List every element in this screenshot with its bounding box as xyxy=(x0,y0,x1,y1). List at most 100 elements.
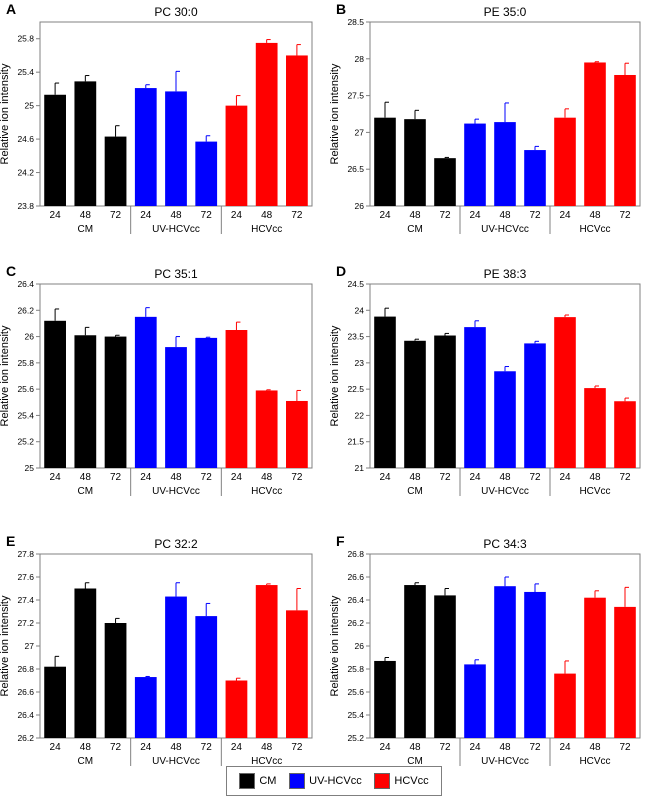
panel-letter: A xyxy=(6,1,16,17)
bar xyxy=(74,335,97,468)
x-tick-label: 48 xyxy=(589,742,601,753)
y-tick-label: 22.5 xyxy=(347,384,364,394)
legend: CM UV-HCVcc HCVcc xyxy=(226,766,442,796)
x-tick-label: 24 xyxy=(140,742,152,753)
x-tick-label: 72 xyxy=(529,472,541,483)
bar xyxy=(44,320,66,468)
group-label: UV-HCVcc xyxy=(152,486,200,497)
y-axis-label: Relative ion intensity xyxy=(0,63,11,164)
y-tick-label: 26.2 xyxy=(347,618,364,628)
x-tick-label: 24 xyxy=(379,210,391,221)
x-tick-label: 48 xyxy=(409,472,421,483)
legend-label-uv-hcvcc: UV-HCVcc xyxy=(309,775,362,787)
bar xyxy=(134,677,157,738)
y-tick-label: 26.8 xyxy=(347,549,364,559)
bar xyxy=(374,316,396,468)
x-tick-label: 72 xyxy=(291,210,303,221)
bar xyxy=(255,585,278,738)
chart-panel-c: C PC 35:1 Relative ion intensity 25 25.2 25.4… xyxy=(0,263,313,497)
y-tick-label: 26.4 xyxy=(347,595,364,605)
group-label: HCVcc xyxy=(251,756,282,767)
x-tick-label: 72 xyxy=(110,742,122,753)
y-tick-label: 25 xyxy=(25,463,35,473)
chart-title: PC 34:3 xyxy=(483,537,527,551)
group-label: HCVcc xyxy=(251,224,282,235)
y-tick-label: 27 xyxy=(355,127,365,137)
bar xyxy=(584,597,606,738)
bar xyxy=(286,610,308,738)
chart-title: PC 32:2 xyxy=(154,537,198,551)
y-tick-label: 26.5 xyxy=(347,164,364,174)
legend-item-cm: CM xyxy=(239,773,276,789)
y-tick-label: 24.6 xyxy=(17,134,34,144)
x-tick-label: 48 xyxy=(499,742,511,753)
y-tick-label: 26 xyxy=(355,641,365,651)
chart-panel-e: E PC 32:2 Relative ion intensity 26.2 26.4 26… xyxy=(0,533,313,767)
y-tick-label: 23.8 xyxy=(17,201,34,211)
bar xyxy=(494,122,516,206)
panel-letter: B xyxy=(336,1,346,17)
x-tick-label: 48 xyxy=(170,210,182,221)
y-tick-label: 26.8 xyxy=(17,664,34,674)
y-tick-label: 26 xyxy=(25,332,35,342)
y-tick-label: 27.6 xyxy=(17,572,34,582)
bar xyxy=(494,586,516,738)
bar xyxy=(554,117,576,206)
y-tick-label: 26.2 xyxy=(17,305,34,315)
legend-swatch-cm xyxy=(239,773,256,789)
bar xyxy=(464,327,486,468)
bar xyxy=(44,666,66,738)
x-tick-label: 24 xyxy=(469,210,481,221)
bar xyxy=(524,150,546,206)
y-tick-label: 27.4 xyxy=(17,595,34,605)
group-label: UV-HCVcc xyxy=(481,486,529,497)
x-tick-label: 48 xyxy=(80,742,92,753)
y-tick-label: 26.4 xyxy=(17,710,34,720)
bar xyxy=(134,88,157,206)
x-tick-label: 72 xyxy=(291,472,303,483)
y-tick-label: 25.2 xyxy=(347,733,364,743)
x-tick-label: 72 xyxy=(619,210,631,221)
group-label: CM xyxy=(78,486,94,497)
x-tick-label: 48 xyxy=(80,210,92,221)
bar xyxy=(434,158,456,206)
x-tick-label: 48 xyxy=(409,742,421,753)
group-label: HCVcc xyxy=(579,224,610,235)
group-label: UV-HCVcc xyxy=(481,756,529,767)
y-tick-label: 25.6 xyxy=(17,384,34,394)
bar xyxy=(255,42,278,207)
bar xyxy=(225,330,248,468)
x-tick-label: 48 xyxy=(261,742,273,753)
y-tick-label: 28.5 xyxy=(347,17,364,27)
bar xyxy=(374,117,396,206)
chart-title: PC 35:1 xyxy=(154,267,198,281)
x-tick-label: 24 xyxy=(231,210,243,221)
y-tick-label: 27.5 xyxy=(347,91,364,101)
group-label: HCVcc xyxy=(579,486,610,497)
x-tick-label: 24 xyxy=(379,472,391,483)
panel-letter: D xyxy=(336,263,346,279)
x-tick-label: 72 xyxy=(439,210,451,221)
y-tick-label: 25.4 xyxy=(17,410,34,420)
legend-item-uv-hcvcc: UV-HCVcc xyxy=(289,773,362,789)
x-tick-label: 48 xyxy=(80,472,92,483)
y-tick-label: 24.2 xyxy=(17,168,34,178)
chart-title: PC 30:0 xyxy=(154,5,198,19)
bar xyxy=(195,337,218,468)
panel-letter: C xyxy=(6,263,16,279)
x-tick-label: 24 xyxy=(469,472,481,483)
chart-panel-b: B PE 35:0 Relative ion intensity 26 26.5 27 27… xyxy=(329,1,641,235)
y-tick-label: 21.5 xyxy=(347,437,364,447)
bar xyxy=(255,390,278,468)
bar xyxy=(404,585,426,738)
bar xyxy=(554,673,576,738)
x-tick-label: 48 xyxy=(589,210,601,221)
bar xyxy=(165,596,187,738)
x-tick-label: 72 xyxy=(619,742,631,753)
y-tick-label: 25.2 xyxy=(17,437,34,447)
group-label: CM xyxy=(78,756,94,767)
x-tick-label: 24 xyxy=(559,210,571,221)
y-tick-label: 28 xyxy=(355,54,365,64)
x-tick-label: 48 xyxy=(170,472,182,483)
bar xyxy=(374,660,396,738)
